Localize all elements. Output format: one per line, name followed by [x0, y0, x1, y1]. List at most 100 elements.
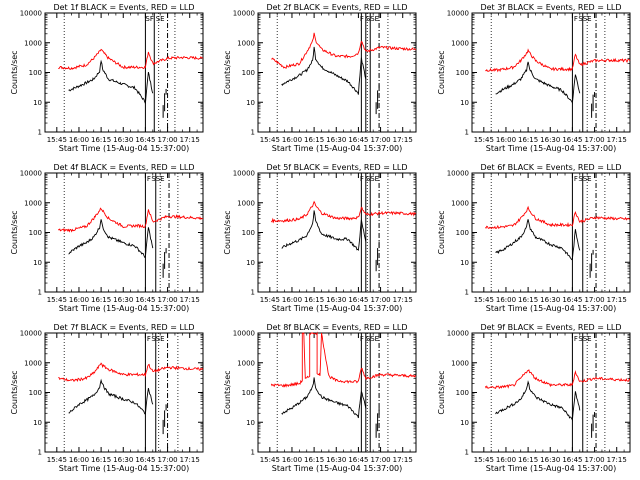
panel-title: Det 9f BLACK = Events, RED = LLD: [480, 323, 621, 332]
marker-annotation: SE: [583, 15, 592, 23]
x-tick-label: 16:00: [69, 136, 89, 144]
marker-annotation: SE: [156, 15, 165, 23]
lld-series-line: [57, 207, 204, 233]
marker-annotation: SE: [370, 15, 379, 23]
x-tick-label: 16:15: [91, 136, 111, 144]
y-tick-label: 10000: [20, 10, 42, 18]
y-axis-label: Counts/sec: [437, 370, 446, 414]
x-tick-label: 16:15: [518, 136, 538, 144]
lld-series-line: [484, 205, 630, 230]
y-tick-label: 1: [38, 289, 42, 297]
x-axis-label: Start Time (15-Aug-04 15:37:00): [272, 144, 403, 153]
lld-series-line: [270, 331, 417, 388]
y-tick-label: 10000: [20, 330, 42, 338]
panel-2: Det 2f BLACK = Events, RED = LLD 1 10 100 10…: [223, 3, 417, 153]
plot-frame: [44, 172, 204, 293]
panel-3: Det 3f BLACK = Events, RED = LLD 1 10 100 10…: [437, 3, 631, 153]
panel-4: Det 4f BLACK = Events, RED = LLD 1 10 100 10…: [10, 163, 204, 313]
y-tick-label: 100: [456, 229, 469, 237]
lld-series-line: [484, 369, 631, 390]
x-tick-label: 17:15: [180, 296, 200, 304]
lld-series-line: [270, 200, 417, 224]
marker-annotation: SE: [583, 335, 592, 343]
x-tick-label: 17:15: [393, 456, 413, 464]
x-tick-label: 15:45: [474, 296, 494, 304]
y-tick-label: 1: [465, 289, 469, 297]
marker-annotation: S: [366, 335, 371, 343]
x-tick-label: 16:45: [135, 136, 155, 144]
x-tick-label: 16:30: [326, 296, 346, 304]
x-tick-label: 16:30: [540, 296, 560, 304]
x-axis-label: Start Time (15-Aug-04 15:37:00): [486, 304, 617, 313]
y-tick-label: 10000: [233, 170, 255, 178]
y-tick-label: 10000: [447, 330, 469, 338]
y-axis-label: Counts/sec: [223, 370, 232, 414]
panel-title: Det 7f BLACK = Events, RED = LLD: [53, 323, 194, 332]
x-tick-label: 17:00: [157, 456, 177, 464]
y-axis-label: Counts/sec: [437, 50, 446, 94]
panel-9: Det 9f BLACK = Events, RED = LLD 1 10 100 10…: [437, 323, 631, 473]
y-tick-label: 100: [242, 229, 255, 237]
x-tick-label: 15:45: [47, 136, 67, 144]
lld-series-line: [58, 362, 204, 382]
y-tick-label: 10: [460, 419, 469, 427]
x-tick-label: 17:00: [584, 456, 604, 464]
y-tick-label: 100: [29, 229, 42, 237]
y-tick-label: 10: [246, 419, 255, 427]
marker-annotation: F: [360, 15, 364, 23]
y-tick-label: 10000: [447, 10, 469, 18]
x-tick-label: 17:00: [370, 136, 390, 144]
y-tick-label: 1000: [24, 199, 42, 207]
x-tick-label: 16:15: [91, 456, 111, 464]
y-axis-label: Counts/sec: [10, 50, 19, 94]
marker-annotation: SE: [156, 175, 165, 183]
x-tick-label: 16:30: [113, 296, 133, 304]
marker-annotation: S: [578, 335, 583, 343]
x-tick-label: 16:30: [326, 136, 346, 144]
x-tick-label: 16:45: [135, 456, 155, 464]
x-tick-label: 16:15: [304, 296, 324, 304]
x-tick-label: 16:00: [496, 136, 516, 144]
y-axis-label: Counts/sec: [437, 210, 446, 254]
y-tick-label: 100: [242, 389, 255, 397]
x-tick-label: 16:00: [282, 136, 302, 144]
x-tick-label: 17:00: [157, 136, 177, 144]
marker-annotation: SE: [370, 175, 379, 183]
panel-title: Det 8f BLACK = Events, RED = LLD: [266, 323, 407, 332]
x-tick-label: 17:15: [393, 296, 413, 304]
plot-frame: [44, 332, 204, 453]
x-tick-label: 17:00: [370, 296, 390, 304]
x-tick-label: 16:00: [282, 296, 302, 304]
events-series-line: [68, 219, 154, 258]
x-tick-label: 15:45: [474, 456, 494, 464]
y-tick-label: 10: [33, 259, 42, 267]
events-series-line: [68, 59, 154, 104]
y-tick-label: 1000: [237, 199, 255, 207]
marker-annotation: S: [151, 335, 156, 343]
x-axis-label: Start Time (15-Aug-04 15:37:00): [272, 464, 403, 473]
y-tick-label: 1: [38, 449, 42, 457]
x-tick-label: 16:15: [518, 296, 538, 304]
marker-annotation: F: [360, 175, 364, 183]
marker-annotation: F: [360, 335, 364, 343]
x-tick-label: 16:45: [135, 296, 155, 304]
plot-frame: [471, 12, 631, 133]
x-tick-label: 17:15: [180, 456, 200, 464]
x-tick-label: 15:45: [47, 456, 67, 464]
y-tick-label: 10000: [233, 10, 255, 18]
y-tick-label: 10000: [20, 170, 42, 178]
panel-title: Det 1f BLACK = Events, RED = LLD: [53, 3, 194, 12]
panel-title: Det 6f BLACK = Events, RED = LLD: [480, 163, 621, 172]
x-tick-label: 16:15: [304, 136, 324, 144]
x-axis-label: Start Time (15-Aug-04 15:37:00): [59, 464, 190, 473]
x-tick-label: 15:45: [260, 136, 280, 144]
marker-annotation: SE: [583, 175, 592, 183]
x-tick-label: 16:45: [562, 136, 582, 144]
y-tick-label: 100: [29, 389, 42, 397]
marker-annotation: S: [366, 175, 371, 183]
y-axis-label: Counts/sec: [223, 50, 232, 94]
y-tick-label: 1000: [451, 199, 469, 207]
plot-frame: [257, 172, 417, 293]
y-tick-label: 10: [460, 259, 469, 267]
x-tick-label: 16:30: [540, 136, 560, 144]
